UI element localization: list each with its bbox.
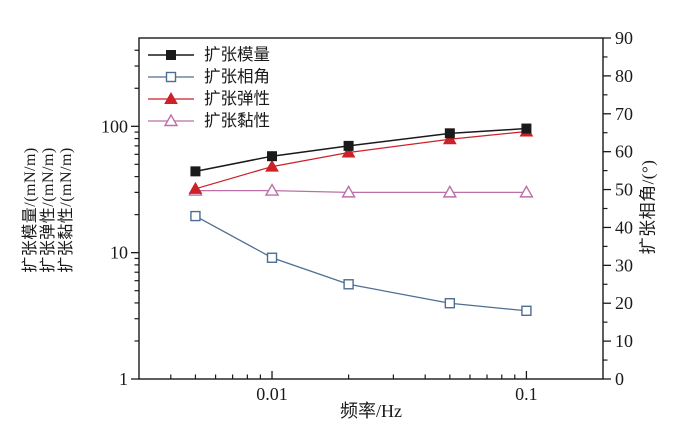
legend-label-viscosity: 扩张黏性: [204, 111, 270, 130]
triangle-filled-icon: [341, 145, 356, 158]
y-right-tick-label: 20: [615, 293, 633, 313]
series-phase-angle-line: [195, 215, 527, 312]
y-right-tick-label: 90: [615, 28, 633, 48]
square-open-icon: [343, 279, 354, 290]
square-filled-icon: [343, 140, 354, 151]
legend-sample-modulus: [148, 49, 194, 60]
square-filled-icon: [521, 123, 532, 134]
legend-sample-phase-angle: [148, 71, 194, 82]
y-right-tick-label: 60: [615, 142, 633, 162]
triangle-filled-icon: [265, 159, 279, 172]
series-viscosity-line: [195, 189, 527, 193]
legend-item-viscosity: 扩张黏性: [147, 111, 270, 130]
triangle-open-icon: [341, 184, 356, 198]
series-elasticity-line: [195, 130, 527, 190]
y-left-tick-label: 10: [110, 243, 128, 263]
square-open-icon: [266, 252, 278, 263]
legend: 扩张模量 扩张相角 扩张弹性 扩张黏性: [147, 45, 270, 130]
legend-label-elasticity: 扩张弹性: [204, 89, 270, 108]
x-tick-label: 0.01: [256, 384, 288, 404]
legend-item-elasticity: 扩张弹性: [147, 89, 270, 108]
square-filled-icon: [166, 49, 176, 60]
triangle-open-icon: [442, 184, 458, 198]
square-open-icon: [444, 298, 456, 309]
y-axis-right-label: 扩张相角/(°): [638, 159, 658, 255]
y-left-axis-ticks: [131, 49, 139, 380]
y-left-tick-label: 1: [119, 369, 128, 389]
series-phase-angle: [190, 210, 532, 316]
legend-item-modulus: 扩张模量: [147, 45, 270, 64]
legend-sample-elasticity: [148, 91, 194, 104]
x-axis-ticks: [170, 371, 528, 379]
y-right-tick-label: 50: [615, 180, 633, 200]
legend-item-phase-angle: 扩张相角: [147, 67, 270, 86]
y-right-tick-label: 70: [615, 104, 633, 124]
square-open-icon: [165, 71, 177, 82]
triangle-filled-icon: [442, 132, 457, 145]
square-filled-icon: [267, 151, 278, 162]
x-tick-label: 0.1: [515, 384, 538, 404]
y-right-axis-ticks: [603, 37, 611, 380]
y-right-tick-label: 30: [615, 255, 633, 275]
legend-label-phase-angle: 扩张相角: [204, 67, 270, 86]
x-axis-label: 频率/Hz: [340, 401, 402, 421]
y-left-tick-label: 100: [101, 116, 128, 136]
series-modulus: [190, 123, 532, 177]
triangle-filled-icon: [188, 181, 203, 194]
series-modulus-line: [195, 127, 527, 173]
triangle-open-icon: [163, 113, 179, 126]
square-open-icon: [190, 210, 201, 222]
square-filled-icon: [190, 166, 201, 177]
y-axis-left-label-viscosity: 扩张黏性/(mN/m): [58, 147, 75, 273]
triangle-open-icon: [519, 184, 534, 198]
y-right-tick-label: 10: [615, 331, 633, 351]
legend-sample-viscosity: [148, 113, 194, 126]
triangle-open-icon: [264, 183, 280, 196]
square-open-icon: [521, 305, 532, 316]
series-viscosity: [188, 183, 534, 198]
y-right-tick-label: 40: [615, 217, 633, 237]
series-elasticity: [188, 124, 534, 194]
y-right-tick-label: 80: [615, 66, 633, 86]
y-right-tick-label: 0: [615, 369, 624, 389]
legend-label-modulus: 扩张模量: [204, 45, 270, 64]
triangle-filled-icon: [164, 91, 178, 104]
square-filled-icon: [444, 128, 455, 139]
